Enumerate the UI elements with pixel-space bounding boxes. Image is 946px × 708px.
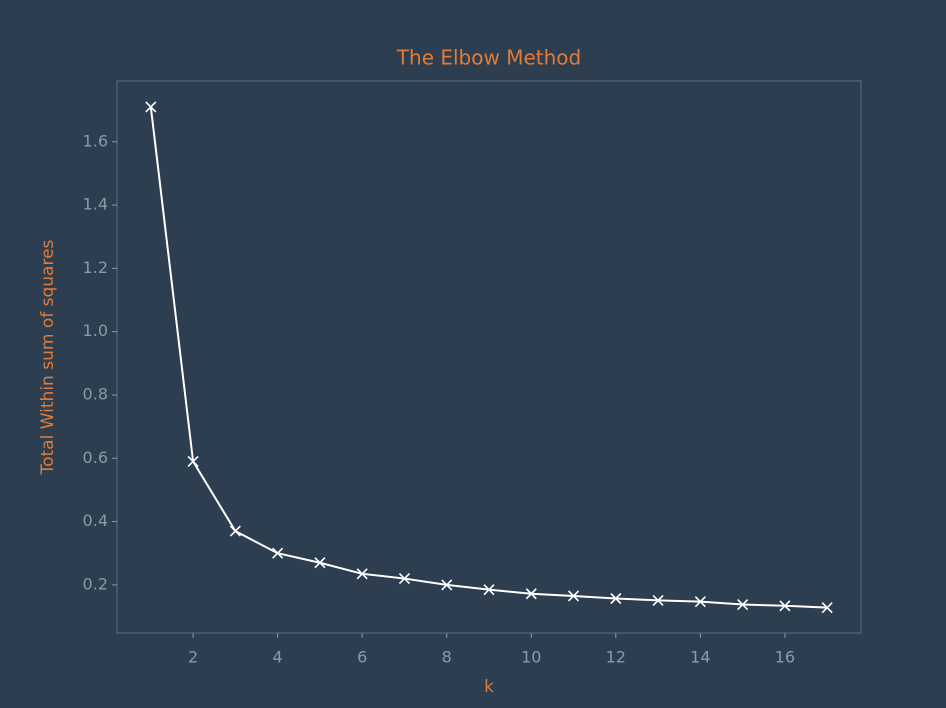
marker: [272, 547, 284, 559]
marker: [398, 572, 411, 585]
marker: [779, 600, 791, 612]
marker: [610, 592, 622, 605]
chart-title: The Elbow Method: [396, 46, 581, 70]
marker: [483, 584, 495, 596]
y-tick-label: 1.2: [83, 258, 108, 277]
x-tick-label: 2: [188, 648, 198, 667]
x-tick-label: 6: [357, 648, 367, 667]
y-tick-label: 1.6: [83, 131, 108, 150]
marker: [694, 596, 706, 608]
x-tick-label: 4: [273, 648, 283, 667]
marker: [229, 525, 241, 537]
x-tick-label: 16: [775, 648, 795, 667]
y-tick-label: 0.8: [83, 384, 108, 403]
marker: [821, 602, 833, 614]
marker: [356, 568, 368, 580]
y-tick-label: 0.2: [83, 574, 108, 593]
x-tick-label: 10: [521, 648, 541, 667]
y-tick-label: 0.6: [83, 448, 108, 467]
marker: [145, 101, 157, 113]
marker: [525, 588, 537, 600]
y-axis-label: Total Within sum of squares: [38, 239, 58, 475]
x-tick-label: 12: [606, 648, 626, 667]
y-tick-label: 1.0: [83, 321, 108, 340]
y-tick-label: 1.4: [83, 195, 108, 214]
marker: [567, 590, 580, 602]
marker: [187, 455, 199, 468]
y-tick-label: 0.4: [83, 511, 108, 530]
marker: [441, 579, 453, 591]
marker: [737, 598, 749, 611]
marker: [652, 594, 664, 606]
axes-frame: [116, 80, 862, 634]
x-tick-label: 8: [442, 648, 452, 667]
x-tick-label: 14: [690, 648, 710, 667]
marker: [314, 557, 326, 569]
x-axis-label: k: [484, 677, 494, 697]
